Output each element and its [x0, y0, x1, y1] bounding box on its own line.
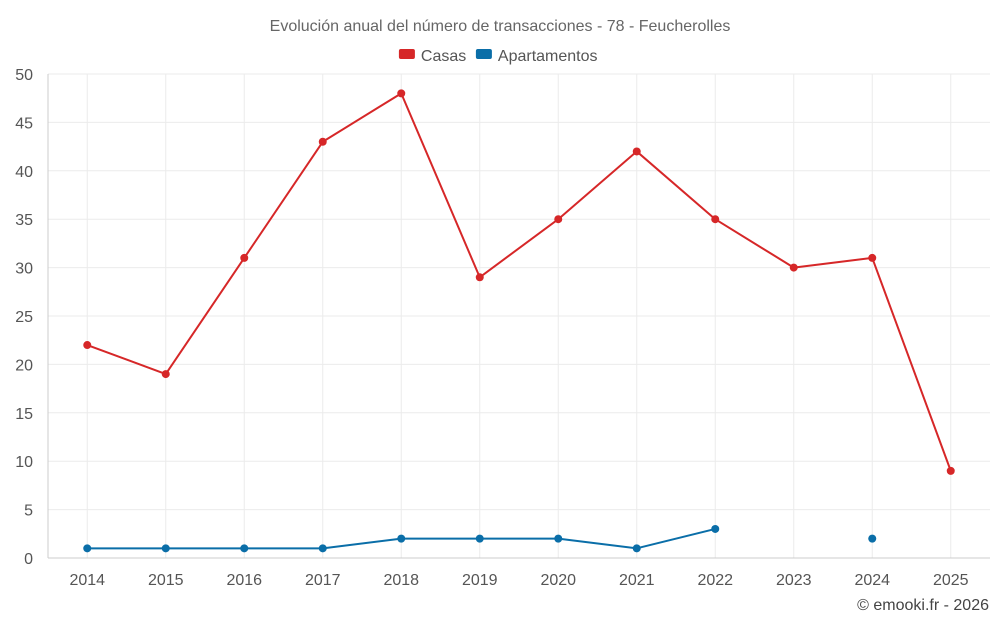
series-casas — [83, 89, 955, 475]
data-point-apartamentos-2019[interactable] — [475, 534, 484, 543]
legend-item-casas[interactable]: Casas — [398, 48, 466, 65]
y-tick-label: 0 — [24, 551, 33, 568]
x-tick-label: 2015 — [148, 572, 184, 589]
legend-label: Apartamentos — [498, 48, 598, 65]
series-apartamentos — [83, 524, 877, 553]
data-point-casas-2020[interactable] — [554, 215, 563, 224]
data-point-apartamentos-2016[interactable] — [240, 544, 249, 553]
data-point-apartamentos-2015[interactable] — [161, 544, 170, 553]
x-tick-label: 2016 — [226, 572, 262, 589]
data-point-apartamentos-2022[interactable] — [711, 524, 720, 533]
x-tick-label: 2020 — [540, 572, 576, 589]
data-point-casas-2017[interactable] — [318, 137, 327, 146]
data-point-apartamentos-2014[interactable] — [83, 544, 92, 553]
x-tick-label: 2025 — [933, 572, 969, 589]
legend-swatch — [475, 49, 492, 59]
legend-item-apartamentos[interactable]: Apartamentos — [475, 48, 598, 65]
data-point-apartamentos-2021[interactable] — [632, 544, 641, 553]
data-point-casas-2023[interactable] — [789, 263, 798, 272]
legend-label: Casas — [421, 48, 466, 65]
x-tick-label: 2017 — [305, 572, 341, 589]
y-tick-label: 30 — [15, 261, 33, 278]
data-point-apartamentos-2017[interactable] — [318, 544, 327, 553]
y-axis: 0 5 10 15 20 25 30 35 40 45 50 — [15, 67, 49, 568]
data-point-apartamentos-2020[interactable] — [554, 534, 563, 543]
x-tick-label: 2014 — [69, 572, 105, 589]
x-tick-label: 2024 — [854, 572, 890, 589]
credit-text: © emooki.fr - 2026 — [857, 597, 989, 614]
data-point-casas-2024[interactable] — [868, 253, 877, 262]
x-tick-label: 2022 — [697, 572, 733, 589]
data-point-apartamentos-2018[interactable] — [397, 534, 406, 543]
y-tick-label: 50 — [15, 67, 33, 84]
data-point-casas-2015[interactable] — [161, 370, 170, 379]
y-tick-label: 15 — [15, 406, 33, 423]
y-tick-label: 5 — [24, 503, 33, 520]
data-point-casas-2022[interactable] — [711, 215, 720, 224]
y-tick-label: 25 — [15, 309, 33, 326]
legend-swatch — [398, 49, 415, 59]
x-tick-label: 2021 — [619, 572, 655, 589]
data-point-casas-2025[interactable] — [946, 466, 955, 475]
y-tick-label: 20 — [15, 357, 33, 374]
legend: Casas Apartamentos — [398, 48, 598, 65]
y-tick-label: 40 — [15, 164, 33, 181]
data-point-casas-2014[interactable] — [83, 341, 92, 350]
y-tick-label: 45 — [15, 115, 33, 132]
data-point-casas-2018[interactable] — [397, 89, 406, 98]
data-point-casas-2021[interactable] — [632, 147, 641, 156]
y-tick-label: 35 — [15, 212, 33, 229]
series-layer — [83, 89, 955, 553]
chart-title: Evolución anual del número de transaccio… — [270, 18, 731, 35]
data-point-casas-2016[interactable] — [240, 253, 249, 262]
x-tick-label: 2019 — [462, 572, 498, 589]
data-point-apartamentos-2024[interactable] — [868, 534, 877, 543]
x-tick-label: 2018 — [383, 572, 419, 589]
data-point-casas-2019[interactable] — [475, 273, 484, 282]
y-tick-label: 10 — [15, 454, 33, 471]
grid-lines — [48, 73, 990, 558]
x-tick-label: 2023 — [776, 572, 812, 589]
series-line-casas — [86, 92, 952, 472]
x-axis: 2014 2015 2016 2017 2018 2019 2020 2021 2022 2023… — [48, 557, 990, 589]
